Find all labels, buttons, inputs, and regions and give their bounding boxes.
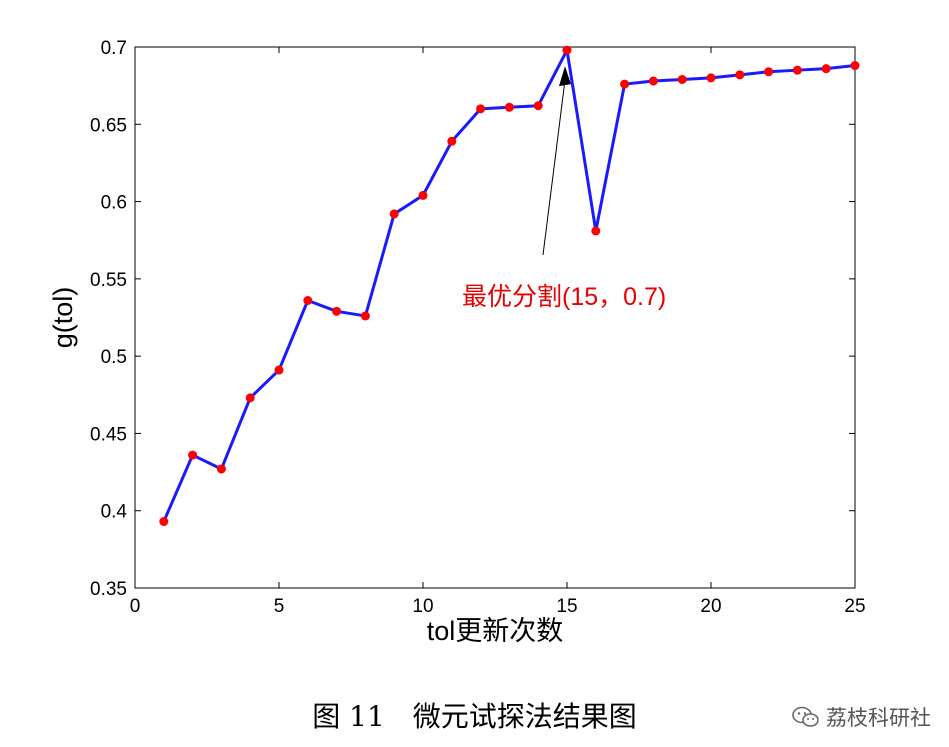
x-tick-label: 10 xyxy=(412,596,433,617)
chart: 0 5 10 15 20 25 0.350.40.450.50.550.60.650.7 … xyxy=(48,38,866,646)
data-point xyxy=(677,74,687,84)
data-point xyxy=(504,102,514,112)
data-point xyxy=(591,226,601,236)
x-tick-label: 5 xyxy=(274,596,285,617)
annotation-label: 最优分割(15，0.7) xyxy=(462,283,666,311)
annotation-arrow-head xyxy=(559,66,571,87)
data-point xyxy=(476,104,486,114)
data-point xyxy=(360,311,370,321)
data-point xyxy=(245,393,255,403)
data-point xyxy=(274,365,284,375)
data-point xyxy=(533,101,543,111)
y-tick-label: 0.65 xyxy=(90,115,127,136)
data-point xyxy=(188,450,198,460)
data-point xyxy=(706,73,716,83)
data-point xyxy=(764,67,774,77)
x-tick-label: 15 xyxy=(556,596,577,617)
data-point xyxy=(303,295,313,305)
y-axis-label: g(tol) xyxy=(48,287,78,349)
y-tick-label: 0.5 xyxy=(101,347,127,368)
data-point xyxy=(620,79,630,89)
x-axis-label: tol更新次数 xyxy=(427,616,564,646)
y-tick-label: 0.35 xyxy=(90,579,127,600)
figure-caption: 图 11 微元试探法结果图 xyxy=(312,700,637,733)
y-axis-ticks: 0.35 0.4 0.45 0.5 0.55 0.6 0.65 0.7 xyxy=(90,38,855,600)
data-point xyxy=(389,209,399,219)
data-point xyxy=(332,306,342,316)
data-point xyxy=(216,464,226,474)
data-point xyxy=(447,136,457,146)
annotation-arrow-line xyxy=(542,80,566,256)
watermark-text: 荔枝科研社 xyxy=(826,706,931,730)
annotation-arrow xyxy=(542,66,571,256)
x-axis-ticks: 0 5 10 15 20 25 xyxy=(130,47,866,617)
data-point xyxy=(735,70,745,80)
data-point xyxy=(821,64,831,74)
plot-area xyxy=(134,46,856,589)
data-point xyxy=(792,65,802,75)
series-markers xyxy=(159,45,860,527)
wechat-icon xyxy=(792,706,819,727)
data-point xyxy=(562,45,572,55)
y-tick-label: 0.45 xyxy=(90,424,127,445)
y-tick-label: 0.7 xyxy=(101,38,127,59)
data-point xyxy=(418,190,428,200)
data-point xyxy=(159,517,169,527)
data-point xyxy=(850,61,860,71)
y-tick-label: 0.4 xyxy=(101,502,128,523)
x-tick-label: 20 xyxy=(700,596,721,617)
watermark: 荔枝科研社 xyxy=(792,702,931,732)
x-tick-label: 25 xyxy=(844,596,865,617)
data-point xyxy=(648,76,658,86)
x-tick-label: 0 xyxy=(130,596,141,617)
y-tick-label: 0.55 xyxy=(90,270,127,291)
y-tick-label: 0.6 xyxy=(101,193,127,214)
